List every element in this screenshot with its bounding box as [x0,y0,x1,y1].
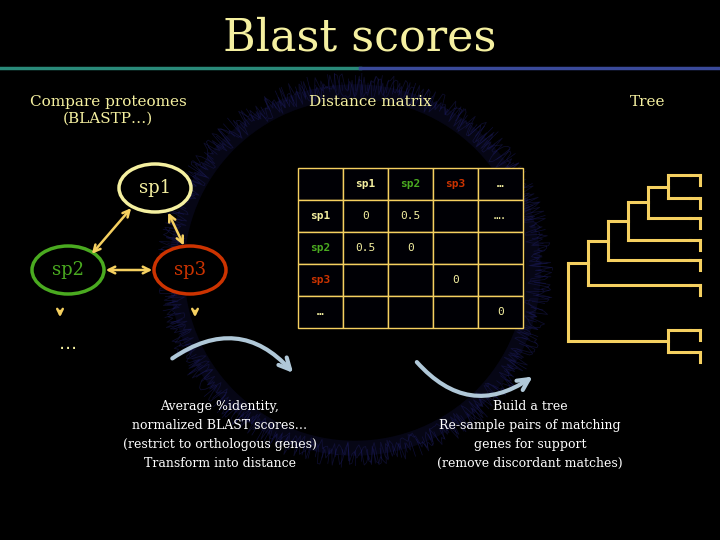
Text: sp2: sp2 [310,243,330,253]
Bar [478,232,523,264]
Ellipse shape [32,246,104,294]
Bar [298,264,343,296]
Text: sp3: sp3 [446,179,466,189]
Bar [433,168,478,200]
Text: …: … [317,307,324,317]
Text: sp1: sp1 [310,211,330,221]
Text: …: … [59,335,77,353]
Bar [433,200,478,232]
Text: sp1: sp1 [139,179,171,197]
Bar [478,296,523,328]
Text: 0: 0 [407,243,414,253]
Bar [433,296,478,328]
Bar [388,264,433,296]
Text: Tree: Tree [630,95,666,109]
Bar [343,200,388,232]
Bar [388,168,433,200]
Text: Blast scores: Blast scores [223,16,497,59]
Text: sp3: sp3 [310,275,330,285]
Circle shape [185,100,525,440]
Bar [388,200,433,232]
Text: Build a tree
Re-sample pairs of matching
genes for support
(remove discordant ma: Build a tree Re-sample pairs of matching… [437,400,623,470]
Text: 0: 0 [362,211,369,221]
Text: sp2: sp2 [52,261,84,279]
Text: ….: …. [494,211,508,221]
Text: 0: 0 [497,307,504,317]
Bar [478,264,523,296]
Text: 0: 0 [452,275,459,285]
Text: Average %identity,
normalized BLAST scores…
(restrict to orthologous genes)
Tran: Average %identity, normalized BLAST scor… [123,400,317,470]
Bar [388,296,433,328]
Text: sp3: sp3 [174,261,206,279]
Ellipse shape [119,164,191,212]
Text: sp1: sp1 [356,179,376,189]
Circle shape [170,85,540,455]
Bar [343,264,388,296]
Text: Compare proteomes
(BLASTP…): Compare proteomes (BLASTP…) [30,95,186,125]
Bar [433,264,478,296]
Bar [343,296,388,328]
Bar [478,200,523,232]
Text: …: … [497,179,504,189]
Bar [343,232,388,264]
Text: 0.5: 0.5 [400,211,420,221]
Bar [298,232,343,264]
Bar [388,232,433,264]
Bar [343,168,388,200]
Bar [298,168,343,200]
Text: Distance matrix: Distance matrix [309,95,431,109]
Text: sp2: sp2 [400,179,420,189]
Ellipse shape [154,246,226,294]
Bar [478,168,523,200]
Bar [433,232,478,264]
Bar [298,200,343,232]
Bar [298,296,343,328]
Text: 0.5: 0.5 [356,243,376,253]
